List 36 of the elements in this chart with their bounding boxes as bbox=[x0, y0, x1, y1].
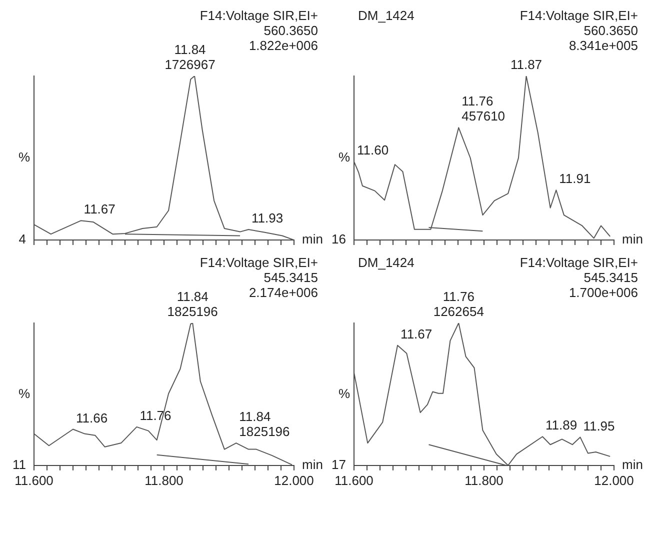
x-axis-title: min bbox=[622, 456, 643, 472]
x-tick-label: 11.600 bbox=[14, 472, 54, 488]
annotation: 11.84 1825196 bbox=[167, 289, 218, 320]
annotation: 11.76 1262654 bbox=[433, 289, 484, 320]
x-axis-title: min bbox=[302, 232, 323, 247]
x-tick-label: 11.800 bbox=[464, 472, 504, 488]
annotation: 11.89 bbox=[546, 418, 578, 433]
annotation: 11.66 bbox=[76, 410, 108, 426]
annotation: 11.67 bbox=[400, 326, 432, 342]
chart-title: DM_1424 bbox=[358, 8, 414, 23]
y-axis-title: % bbox=[18, 150, 30, 165]
annotation: 11.76 457610 bbox=[462, 94, 506, 124]
annotation: 11.93 bbox=[252, 210, 284, 226]
chart-title: DM_1424 bbox=[358, 255, 414, 270]
annotation: 11.95 bbox=[583, 418, 615, 434]
annotation: 11.84 1825196 bbox=[239, 409, 290, 440]
annotation: 11.67 bbox=[84, 202, 116, 217]
text: 4 bbox=[18, 232, 26, 247]
chart-subtitle: F14:Voltage SIR,EI+ 545.3415 1.700e+006 bbox=[520, 255, 638, 300]
text: 11 bbox=[12, 456, 26, 472]
annotation: 11.87 bbox=[510, 57, 542, 72]
text: 16 bbox=[332, 232, 346, 247]
x-axis-title: min bbox=[302, 456, 323, 472]
x-tick-label: 12.000 bbox=[594, 472, 634, 488]
annotation: 11.60 bbox=[357, 142, 389, 158]
annotation: 11.84 1726967 bbox=[164, 42, 216, 72]
annotation: 11.91 bbox=[559, 171, 591, 186]
x-axis-title: min bbox=[622, 232, 643, 247]
y-axis-title: % bbox=[18, 386, 30, 401]
y-axis-title: % bbox=[338, 150, 350, 165]
text: 17 bbox=[332, 456, 346, 472]
x-tick-label: 11.600 bbox=[334, 472, 374, 488]
chart-subtitle: F14:Voltage SIR,EI+ 560.3650 8.341e+005 bbox=[520, 8, 638, 53]
x-tick-label: 11.800 bbox=[144, 472, 184, 488]
x-tick-label: 12.000 bbox=[274, 472, 314, 488]
y-axis-title: % bbox=[338, 386, 350, 401]
